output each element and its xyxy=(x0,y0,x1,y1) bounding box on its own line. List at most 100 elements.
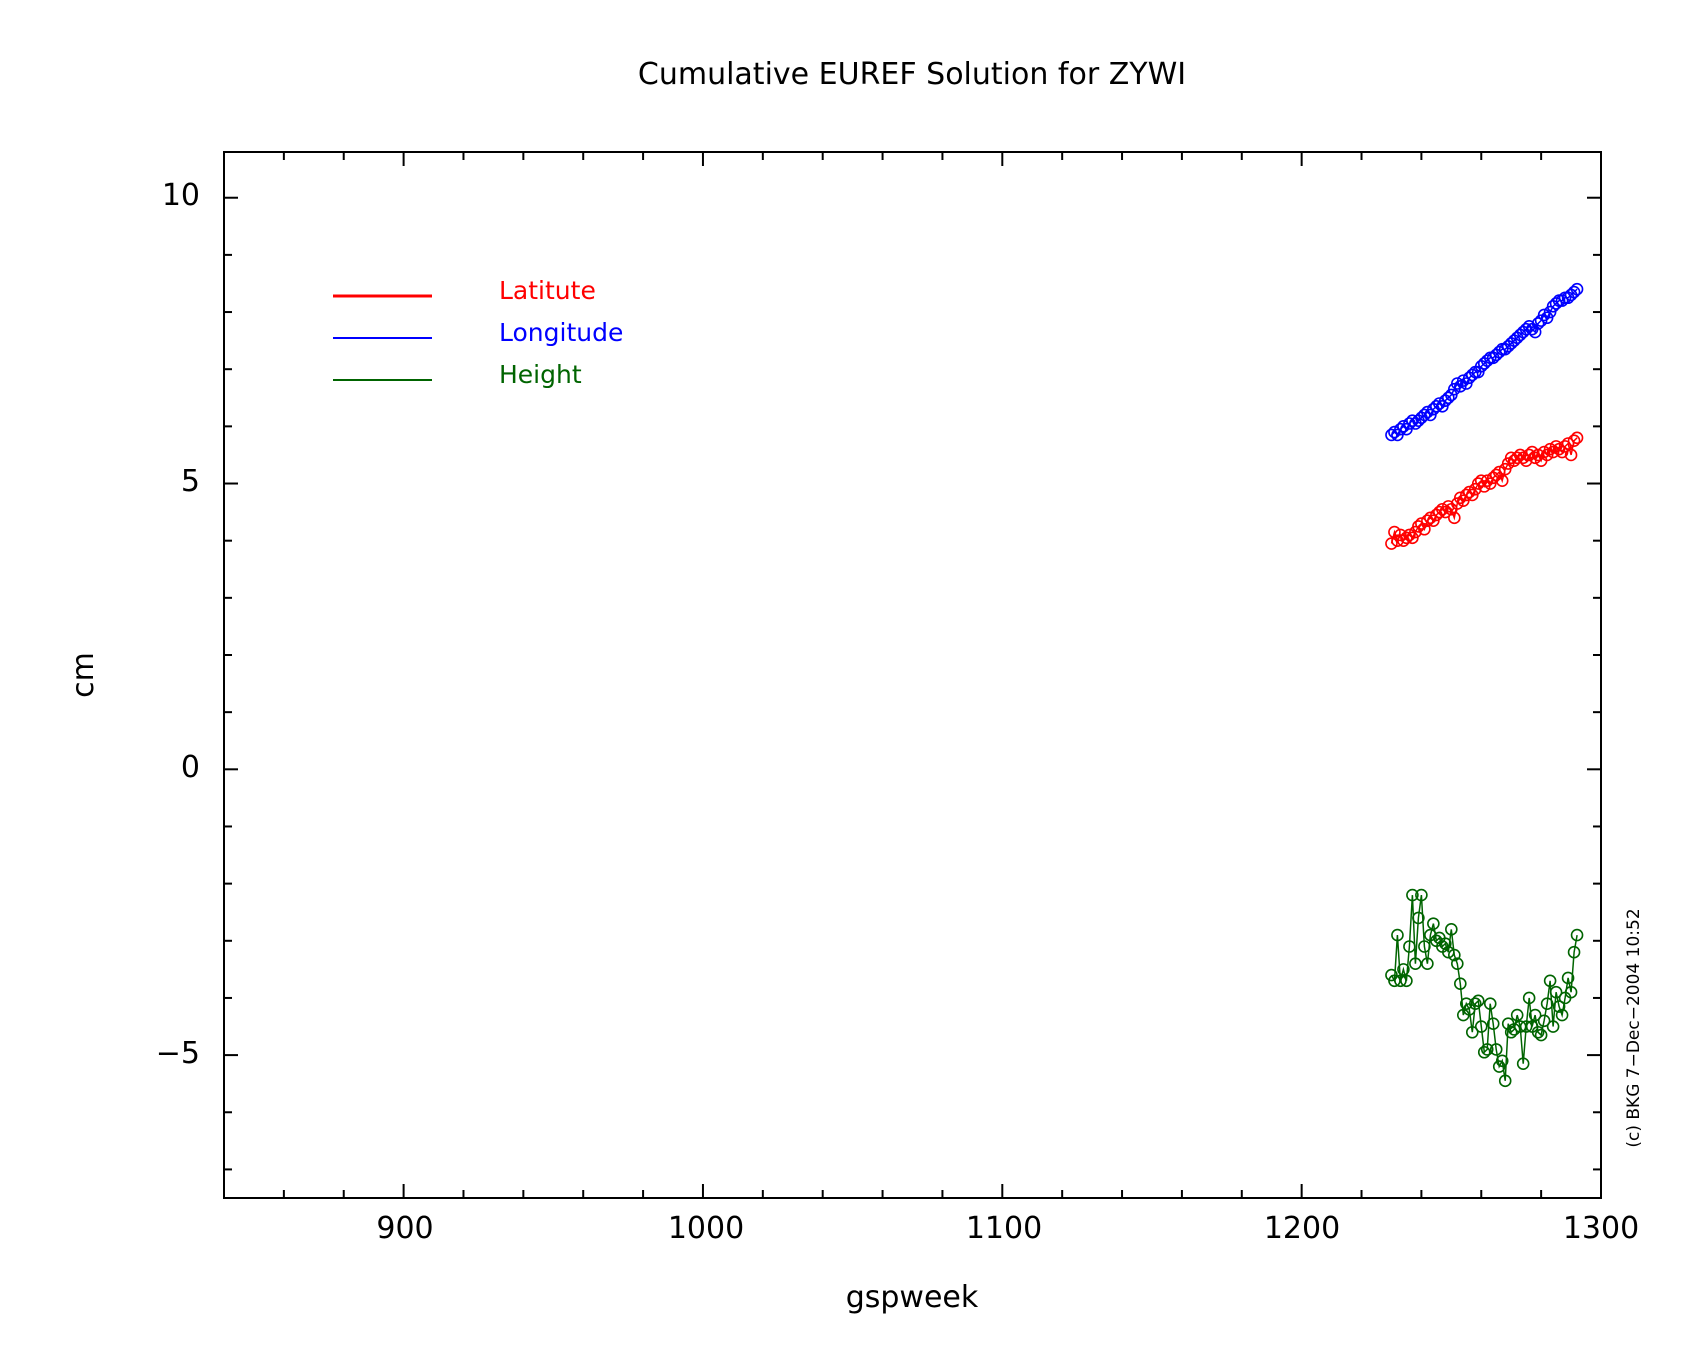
credit-text: (c) BKG 7−Dec−2004 10:52 xyxy=(1624,908,1644,1147)
data-point-longitude xyxy=(1537,308,1551,322)
data-series xyxy=(1385,282,1584,1088)
data-point-height xyxy=(1415,888,1428,902)
data-point-height xyxy=(1439,937,1452,950)
legend: Latitute Longitude Height xyxy=(333,276,623,389)
data-point-height xyxy=(1504,1025,1518,1039)
data-point-latitute xyxy=(1421,514,1434,527)
x-tick-label-1300: 1300 xyxy=(1563,1211,1639,1246)
data-point-latitute xyxy=(1504,451,1518,465)
data-point-latitute xyxy=(1516,451,1530,465)
data-point-height xyxy=(1555,1008,1569,1022)
data-point-latitute xyxy=(1567,434,1581,447)
y-axis-label: cm xyxy=(66,652,101,698)
plot-frame xyxy=(223,151,1602,1199)
data-point-longitude xyxy=(1394,422,1407,436)
data-point-height xyxy=(1448,948,1461,962)
data-point-height xyxy=(1513,1020,1527,1033)
data-point-height xyxy=(1442,945,1455,959)
data-point-longitude xyxy=(1421,405,1434,419)
data-point-longitude xyxy=(1418,408,1431,422)
data-point-height xyxy=(1465,1025,1479,1039)
data-point-height xyxy=(1567,945,1581,959)
x-tick-label-1000: 1000 xyxy=(668,1211,744,1246)
data-point-height xyxy=(1507,1023,1521,1036)
data-point-latitute xyxy=(1480,474,1494,487)
legend-label-longitude: Longitude xyxy=(499,318,623,347)
data-point-height xyxy=(1451,957,1464,970)
data-point-height xyxy=(1412,911,1425,925)
data-point-height xyxy=(1540,997,1554,1010)
data-point-height xyxy=(1510,1008,1524,1022)
data-point-latitute xyxy=(1400,531,1413,545)
data-point-height xyxy=(1561,971,1575,985)
data-point-height xyxy=(1468,997,1482,1010)
data-point-longitude xyxy=(1433,397,1446,410)
data-point-height xyxy=(1394,974,1407,988)
data-point-height xyxy=(1406,888,1419,902)
data-point-longitude xyxy=(1388,425,1401,439)
data-point-height xyxy=(1522,991,1536,1005)
data-point-longitude xyxy=(1531,317,1545,330)
data-point-height xyxy=(1564,985,1578,999)
data-point-height xyxy=(1531,1025,1545,1039)
data-point-latitute xyxy=(1552,442,1566,456)
data-point-height xyxy=(1397,963,1410,976)
data-point-height xyxy=(1388,974,1401,988)
data-point-height xyxy=(1421,957,1434,970)
data-point-longitude xyxy=(1570,282,1584,296)
data-point-height xyxy=(1454,977,1467,990)
data-point-latitute xyxy=(1558,440,1572,453)
data-point-longitude xyxy=(1430,400,1443,413)
data-point-height xyxy=(1474,1020,1488,1033)
x-axis-label: gspweek xyxy=(846,1280,979,1315)
data-point-longitude xyxy=(1480,354,1494,367)
legend-label-latitute: Latitute xyxy=(499,276,596,305)
data-point-latitute xyxy=(1462,485,1476,499)
data-point-latitute xyxy=(1418,522,1431,536)
data-point-longitude xyxy=(1567,285,1581,299)
data-point-height xyxy=(1477,1045,1491,1059)
data-point-longitude xyxy=(1403,417,1416,430)
data-point-latitute xyxy=(1522,448,1536,462)
y-tick-label-5: 5 xyxy=(181,464,200,499)
data-point-height xyxy=(1489,1043,1503,1056)
data-point-longitude xyxy=(1519,322,1533,336)
data-point-height xyxy=(1471,994,1485,1008)
y-tick-label-10: 10 xyxy=(162,178,200,213)
data-point-latitute xyxy=(1510,451,1524,465)
data-point-height xyxy=(1418,940,1431,953)
data-point-latitute xyxy=(1403,528,1416,542)
data-point-longitude xyxy=(1451,377,1464,390)
data-point-longitude xyxy=(1385,428,1398,442)
data-point-latitute xyxy=(1442,500,1455,513)
data-point-height xyxy=(1552,1000,1566,1013)
data-point-latitute xyxy=(1537,445,1551,459)
data-point-longitude xyxy=(1442,391,1455,405)
data-point-latitute xyxy=(1495,474,1509,487)
data-point-longitude xyxy=(1528,325,1542,339)
data-point-latitute xyxy=(1561,437,1575,450)
data-point-height xyxy=(1498,1074,1512,1088)
data-point-height xyxy=(1427,917,1440,930)
data-point-latitute xyxy=(1492,465,1506,479)
data-point-longitude xyxy=(1457,374,1470,387)
data-point-height xyxy=(1409,957,1422,970)
data-point-latitute xyxy=(1564,448,1578,462)
data-point-longitude xyxy=(1549,297,1563,310)
data-point-latitute xyxy=(1433,505,1446,519)
chart-title: Cumulative EUREF Solution for ZYWI xyxy=(638,57,1186,92)
x-tick-label-900: 900 xyxy=(376,1211,433,1246)
axis-ticks xyxy=(224,152,1602,1198)
data-point-height xyxy=(1537,1014,1551,1028)
data-point-height xyxy=(1528,1008,1542,1022)
y-tick-label-minus5: −5 xyxy=(156,1036,200,1071)
x-tick-label-1100: 1100 xyxy=(966,1211,1042,1246)
data-point-height xyxy=(1516,1057,1530,1070)
data-point-height xyxy=(1445,923,1458,936)
data-point-height xyxy=(1546,1020,1560,1033)
data-point-height xyxy=(1483,997,1497,1010)
x-tick-label-1200: 1200 xyxy=(1264,1211,1340,1246)
data-point-longitude xyxy=(1492,345,1506,359)
data-point-latitute xyxy=(1471,477,1485,490)
